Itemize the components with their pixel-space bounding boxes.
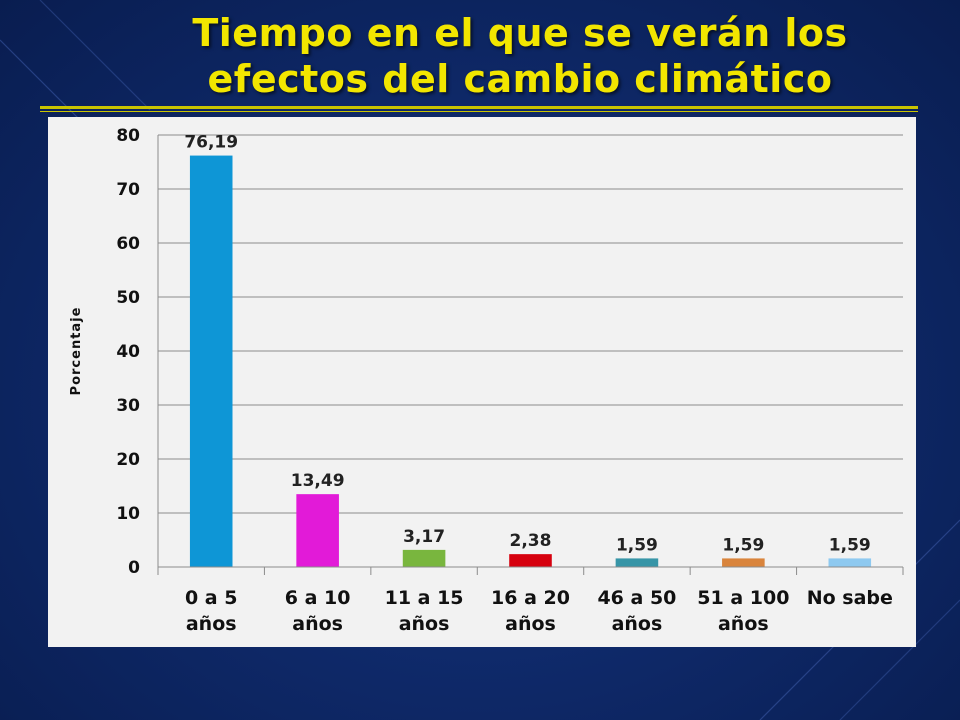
x-tick-label: años — [505, 613, 556, 635]
y-tick-label: 50 — [116, 288, 140, 308]
x-tick-label: 46 a 50 — [597, 587, 676, 609]
y-tick-label: 80 — [116, 126, 140, 146]
y-tick-label: 20 — [116, 450, 140, 470]
data-label: 3,17 — [403, 527, 445, 547]
bar — [189, 155, 233, 567]
bar-chart: 0 10 20 30 40 50 60 70 80 Porcentaje 76,19 0 a 5 año… — [69, 126, 904, 635]
y-tick-label: 10 — [116, 504, 140, 524]
x-tick-label: 11 a 15 — [385, 587, 464, 609]
bar — [828, 558, 872, 567]
bar — [722, 558, 765, 567]
bar — [402, 549, 446, 567]
x-tick-label: No sabe — [807, 587, 893, 609]
data-label: 2,38 — [510, 531, 552, 551]
y-tick-label: 0 — [128, 558, 140, 578]
slide-title-line-2: efectos del cambio climático — [207, 57, 833, 101]
slide-title-line-1: Tiempo en el que se verán los — [192, 11, 848, 55]
title-underline — [40, 106, 918, 109]
y-tick-label: 60 — [116, 234, 140, 254]
bar — [615, 558, 659, 567]
x-tick-label: años — [292, 613, 343, 635]
data-label: 1,59 — [829, 535, 871, 555]
y-tick-label: 40 — [116, 342, 140, 362]
y-axis-title: Porcentaje — [69, 307, 84, 396]
x-tick-label: 0 a 5 — [185, 587, 238, 609]
chart-panel: 0 10 20 30 40 50 60 70 80 Porcentaje 76,19 0 a 5 año… — [48, 117, 916, 647]
x-tick-label: años — [399, 613, 450, 635]
x-tick-label: 16 a 20 — [491, 587, 570, 609]
x-tick-label: años — [612, 613, 663, 635]
x-tick-label: años — [186, 613, 237, 635]
y-tick-label: 30 — [116, 396, 140, 416]
title-underline-thin — [40, 111, 918, 112]
y-tick-label: 70 — [116, 180, 140, 200]
data-label: 1,59 — [616, 535, 658, 555]
slide-title: Tiempo en el que se verán los efectos de… — [130, 10, 910, 102]
bar — [509, 554, 552, 567]
bar — [296, 494, 339, 567]
x-tick-label: años — [718, 613, 769, 635]
data-label: 13,49 — [291, 471, 345, 491]
x-tick-label: 6 a 10 — [285, 587, 351, 609]
data-label: 1,59 — [722, 535, 764, 555]
x-tick-label: 51 a 100 — [697, 587, 789, 609]
data-label: 76,19 — [184, 133, 238, 153]
